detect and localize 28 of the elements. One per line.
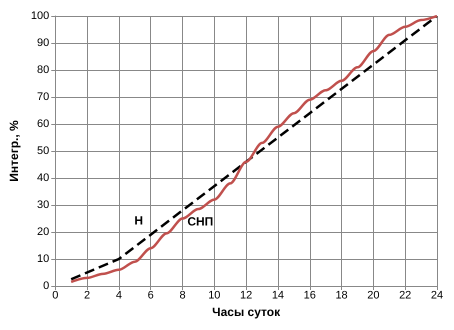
x-tick-label: 12 — [240, 290, 252, 302]
y-tick-label: 60 — [37, 118, 50, 130]
x-tick-label: 22 — [399, 290, 412, 302]
y-tick-label: 80 — [37, 64, 50, 76]
y-tick-label: 30 — [37, 199, 50, 211]
y-tick-label: 50 — [37, 145, 50, 157]
x-tick-label: 14 — [272, 290, 284, 302]
y-tick-label: 70 — [37, 91, 50, 103]
y-tick-label: 10 — [37, 253, 50, 265]
x-tick-label: 6 — [148, 290, 154, 302]
x-tick-label: 2 — [84, 290, 90, 302]
y-axis-title: Интегр., % — [7, 120, 21, 182]
series-label: СНП — [187, 214, 214, 229]
x-tick-label: 8 — [179, 290, 186, 302]
y-tick-label: 0 — [43, 280, 50, 292]
y-tick-label: 40 — [37, 172, 50, 184]
x-tick-label: 0 — [52, 290, 58, 302]
x-axis-title: Часы суток — [212, 305, 282, 319]
y-tick-label: 100 — [30, 10, 50, 22]
x-tick-label: 4 — [116, 290, 122, 302]
y-tick-label: 20 — [37, 226, 50, 238]
x-tick-label: 20 — [367, 290, 380, 302]
x-tick-label: 16 — [304, 290, 316, 302]
x-tick-label: 10 — [208, 290, 220, 302]
y-tick-label: 90 — [37, 37, 50, 49]
series-label: Н — [134, 214, 144, 228]
x-tick-label: 24 — [430, 290, 444, 302]
x-tick-label: 18 — [335, 290, 348, 302]
